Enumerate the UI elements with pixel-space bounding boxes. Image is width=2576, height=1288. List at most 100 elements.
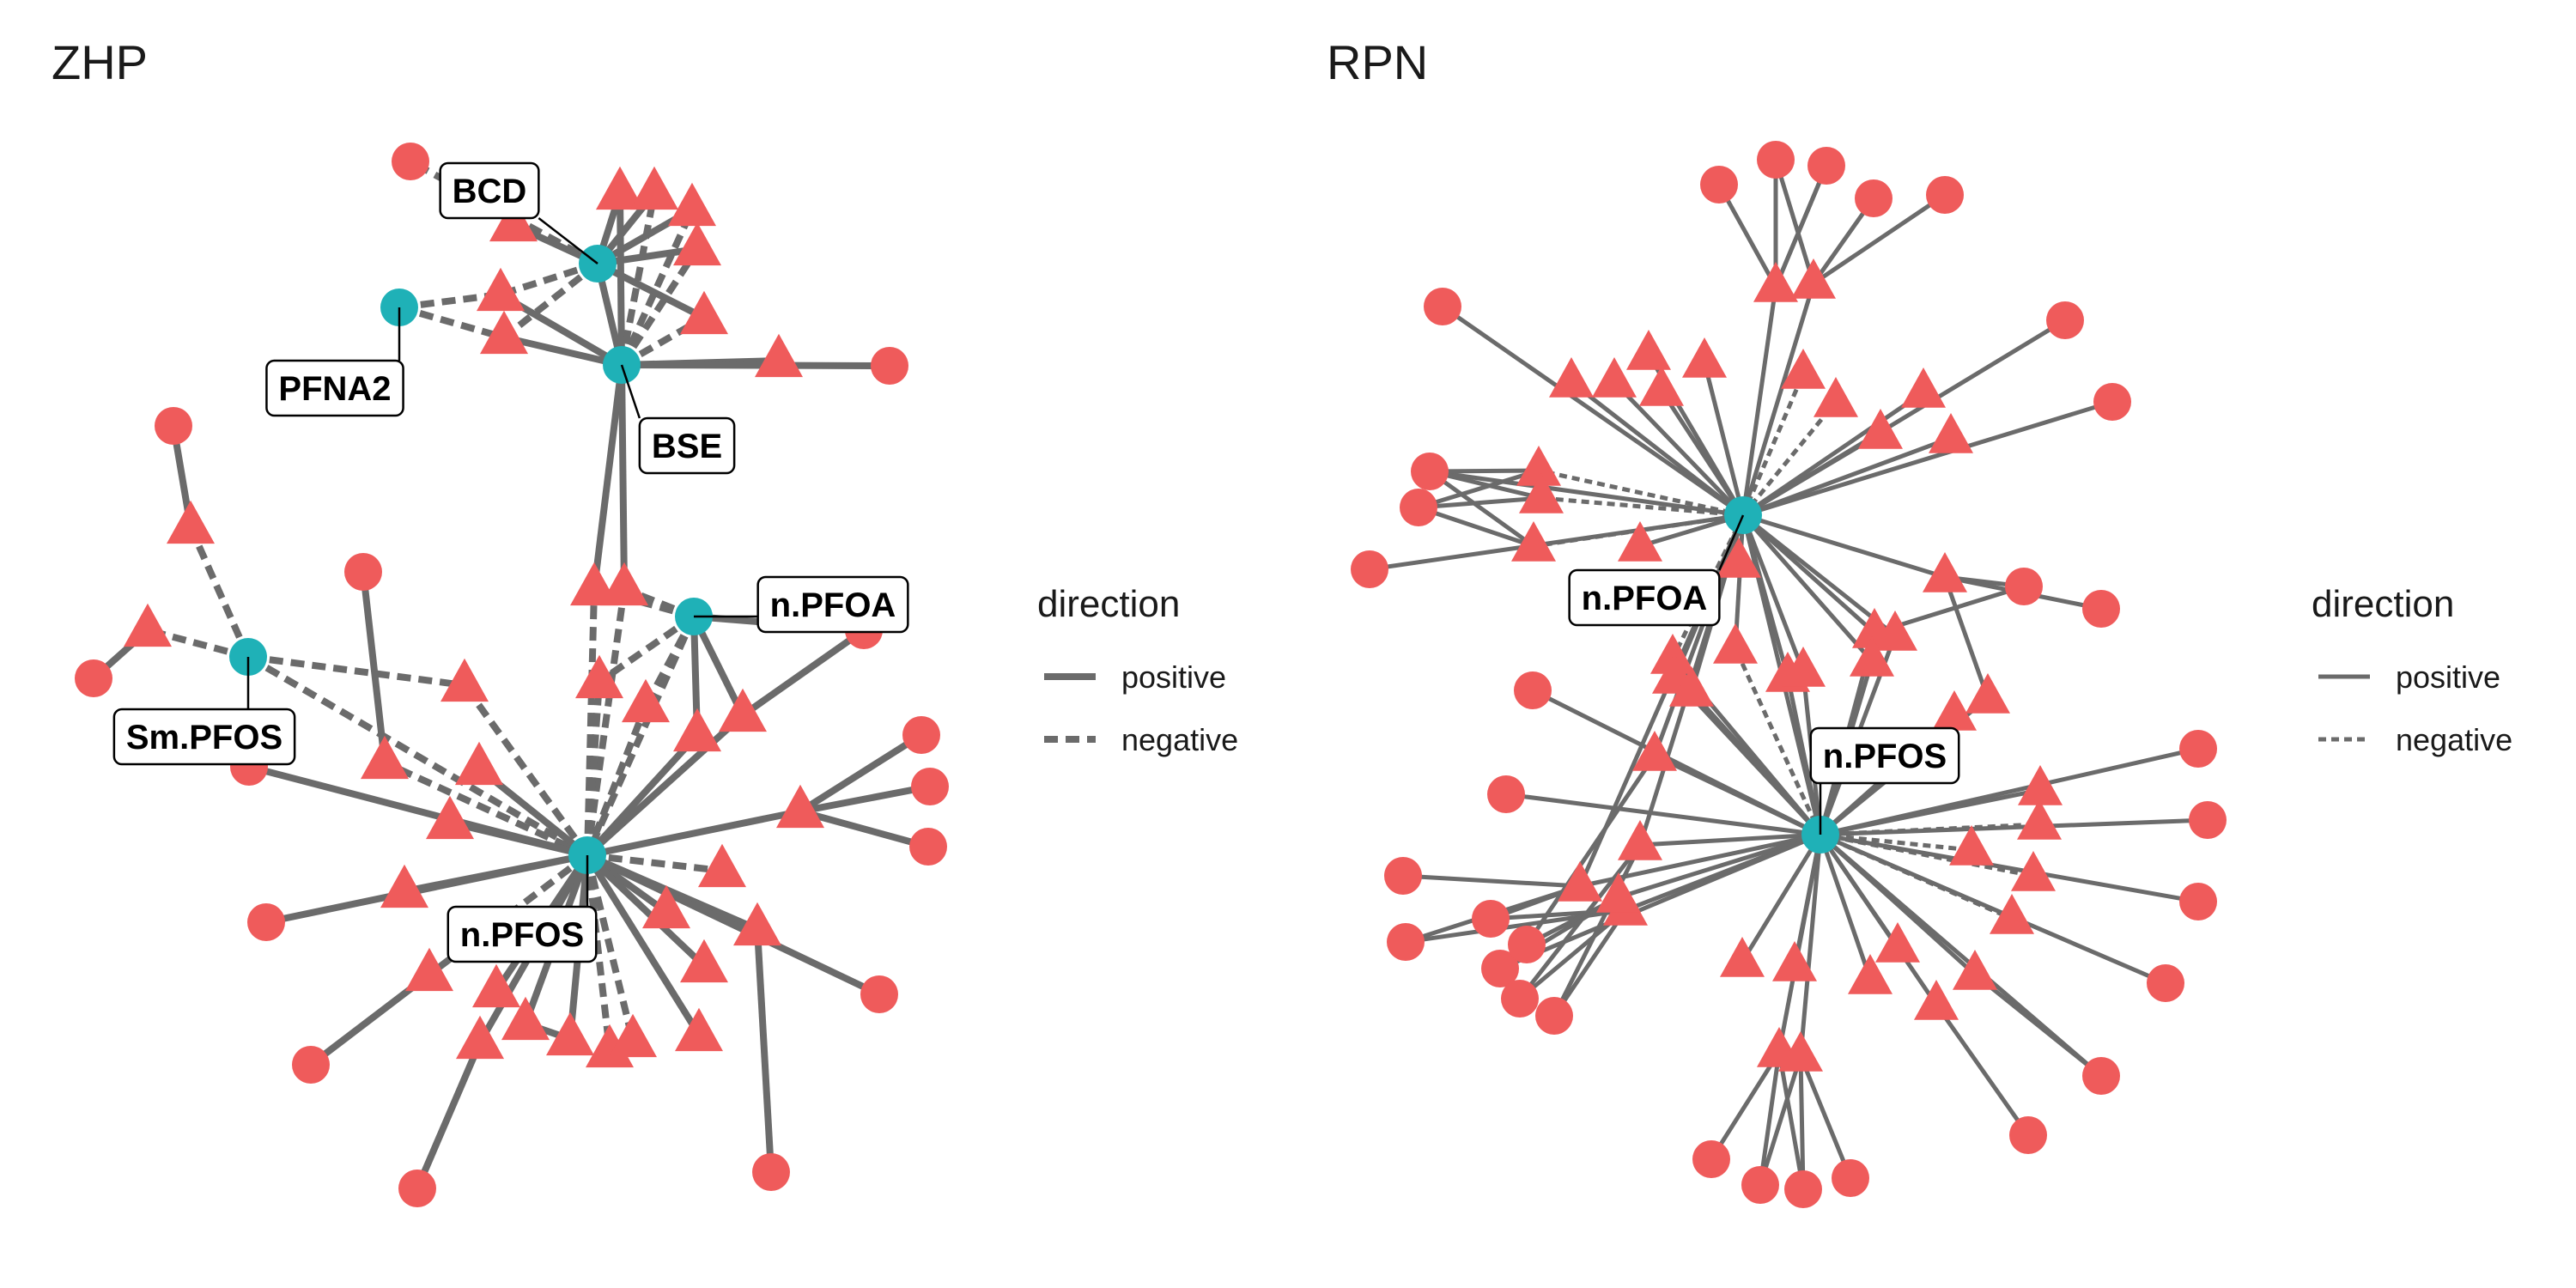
rpn-edge-positive xyxy=(1741,283,1816,516)
zhp-triangle-node xyxy=(596,166,644,210)
rpn-edge-positive xyxy=(1798,1055,1853,1179)
rpn-triangle-node xyxy=(1626,329,1671,370)
rpn-edge-positive xyxy=(1758,1055,1803,1186)
zhp-triangle-node xyxy=(642,884,690,929)
zhp-circle-node xyxy=(75,659,112,697)
rpn-circle-node xyxy=(1387,923,1425,961)
zhp-triangle-node xyxy=(622,678,670,723)
rpn-triangle-node xyxy=(1914,979,1959,1020)
zhp-edge-negative xyxy=(187,526,252,659)
rpn-circle-node xyxy=(1807,147,1845,185)
zhp-triangle-node xyxy=(673,708,721,752)
rpn-hub-label-leader xyxy=(1718,514,1745,571)
rpn-hub-label-box xyxy=(1568,568,1721,627)
rpn-edge-positive xyxy=(1741,513,1897,637)
zhp-edge-negative xyxy=(620,314,706,368)
zhp-legend-negative-label: negative xyxy=(1121,722,1238,757)
zhp-circle-node xyxy=(860,975,898,1013)
rpn-circle-node xyxy=(1700,166,1738,204)
rpn-edge-positive xyxy=(1418,505,1534,549)
rpn-edge-positive xyxy=(1785,676,1823,835)
zhp-hub-label-box xyxy=(439,161,540,220)
rpn-edge-positive xyxy=(1820,832,2166,986)
rpn-triangle-node xyxy=(1848,953,1893,994)
rpn-edge-positive xyxy=(1820,832,2199,904)
rpn-leaf-nodes xyxy=(1351,141,2227,1208)
zhp-hub-label-box xyxy=(756,575,909,634)
zhp-edge-positive xyxy=(618,364,628,590)
rpn-circle-node xyxy=(2189,801,2227,839)
rpn-edge-positive xyxy=(1402,873,1581,889)
rpn-edge-positive xyxy=(1518,843,1642,1000)
zhp-triangle-node xyxy=(440,658,489,702)
zhp-edge-positive xyxy=(265,852,588,926)
zhp-circle-node xyxy=(398,1170,436,1207)
rpn-triangle-node xyxy=(1932,690,1977,731)
rpn-triangle-node xyxy=(1516,445,1561,486)
zhp-hub-label: n.PFOS xyxy=(460,916,584,954)
zhp-edge-negative xyxy=(246,653,590,859)
zhp-triangle-node xyxy=(575,654,623,699)
zhp-legend-title: direction xyxy=(1037,583,1180,625)
rpn-circle-node xyxy=(2082,1057,2120,1095)
rpn-triangle-node xyxy=(1781,646,1826,687)
rpn-edge-positive xyxy=(1418,495,1542,510)
rpn-edge-positive xyxy=(1428,469,1535,549)
zhp-triangle-node xyxy=(456,1015,504,1060)
zhp-edge-negative xyxy=(642,615,697,708)
rpn-edge-positive xyxy=(1524,754,1657,946)
rpn-triangle-node xyxy=(1753,261,1798,302)
zhp-edge-positive xyxy=(754,928,775,1173)
zhp-triangle-node xyxy=(680,290,728,335)
zhp-triangle-node xyxy=(630,166,678,210)
rpn-edge-positive xyxy=(1499,832,1821,971)
zhp-triangle-node xyxy=(719,688,767,732)
rpn-edge-positive xyxy=(1758,1051,1782,1186)
zhp-edge-negative xyxy=(499,260,599,298)
rpn-edge-positive xyxy=(1934,1003,2031,1137)
rpn-edge-positive xyxy=(1552,843,1643,1018)
rpn-circle-node xyxy=(2179,883,2217,920)
rpn-edge-positive xyxy=(1709,1050,1782,1161)
rpn-edge-positive xyxy=(1773,165,1829,288)
rpn-edge-positive xyxy=(1820,746,2199,837)
zhp-hub-label-leader xyxy=(538,217,598,264)
zhp-triangle-node xyxy=(776,784,824,829)
zhp-circle-node xyxy=(902,716,940,754)
rpn-triangle-node xyxy=(1720,936,1765,977)
rpn-circle-node xyxy=(1508,926,1546,963)
rpn-hub-label-group: n.PFOS xyxy=(1809,726,1960,835)
rpn-edge-positive xyxy=(1740,833,1823,963)
zhp-triangle-node xyxy=(733,902,781,946)
zhp-edge-positive xyxy=(247,763,589,859)
zhp-leaf-nodes xyxy=(75,143,949,1207)
rpn-edge-positive xyxy=(1773,159,1816,284)
zhp-edge-negative xyxy=(501,260,600,341)
zhp-triangle-node xyxy=(755,333,803,378)
rpn-hub-label: n.PFOA xyxy=(1582,580,1708,617)
zhp-triangle-node xyxy=(405,947,453,992)
zhp-edge-positive xyxy=(585,853,707,969)
rpn-edge-positive xyxy=(1505,792,1821,837)
rpn-triangle-node xyxy=(1949,824,1994,866)
zhp-hub-label: BCD xyxy=(453,173,527,210)
rpn-circle-node xyxy=(1472,900,1510,938)
rpn-triangle-node xyxy=(1875,921,1920,963)
rpn-circle-node xyxy=(1692,1140,1730,1178)
zhp-triangle-node xyxy=(361,735,409,780)
rpn-triangle-node xyxy=(1618,520,1662,562)
rpn-triangle-node xyxy=(1713,623,1758,664)
rpn-edge-positive xyxy=(1742,513,1946,580)
zhp-legend-positive-label: positive xyxy=(1121,659,1226,695)
zhp-triangle-node xyxy=(680,939,728,983)
rpn-triangle-node xyxy=(1778,1030,1823,1072)
rpn-triangle-node xyxy=(1592,356,1637,398)
rpn-edge-positive xyxy=(1812,192,1947,286)
zhp-triangle-node xyxy=(455,741,503,786)
rpn-circle-node xyxy=(2005,568,2043,605)
rpn-edge-negative xyxy=(1741,400,1838,517)
zhp-triangle-node xyxy=(673,222,721,266)
rpn-edge-positive xyxy=(1798,1055,1806,1190)
zhp-hub-label-group: BSE xyxy=(620,364,736,475)
rpn-circle-node xyxy=(1535,997,1573,1035)
